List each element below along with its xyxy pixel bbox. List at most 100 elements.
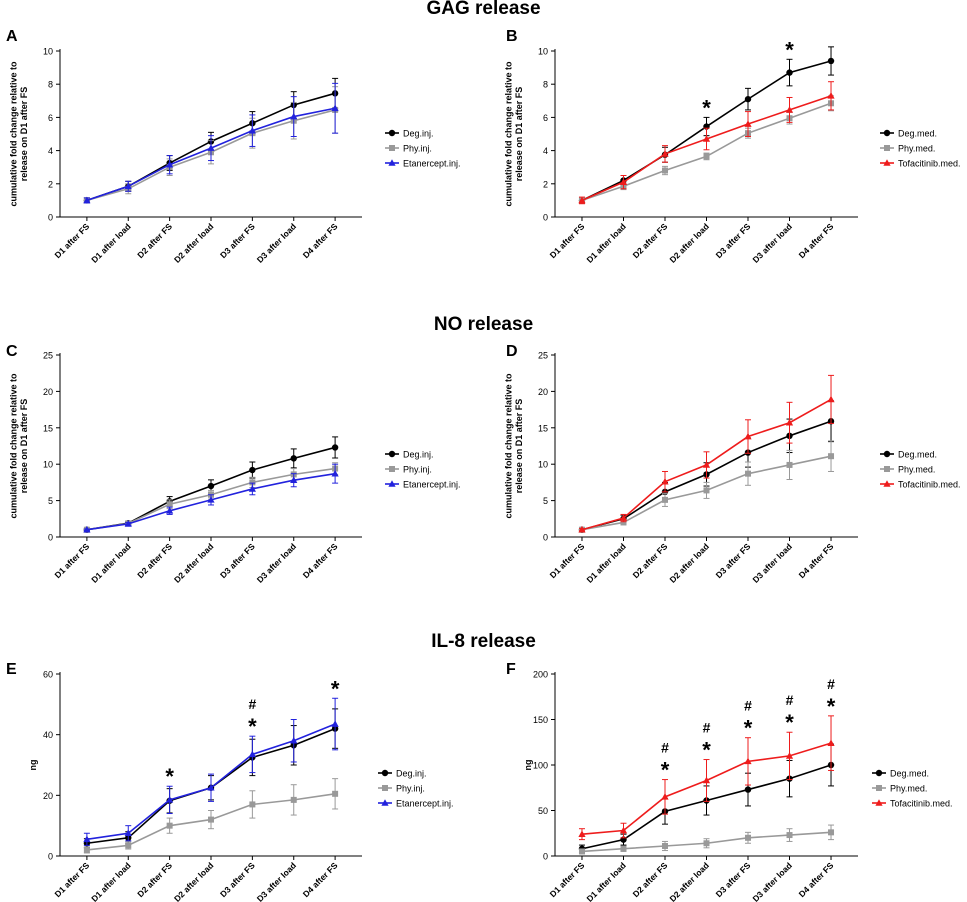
data-point — [744, 95, 752, 103]
data-point — [661, 150, 669, 157]
x-tick-label-c: D3 after load — [255, 541, 298, 584]
legend-marker — [382, 785, 388, 791]
section-title-il8: IL-8 release — [431, 631, 536, 652]
data-point — [827, 92, 835, 99]
panel-letter-d: D — [506, 343, 518, 360]
data-point — [744, 757, 752, 765]
x-tick-label-d: D2 after load — [667, 541, 710, 584]
y-tick-label-b: 4 — [543, 146, 548, 156]
data-point — [785, 106, 794, 113]
y-tick-label-b: 2 — [543, 179, 548, 189]
data-point — [207, 496, 215, 503]
legend-label: Tofacitinib.med. — [898, 159, 961, 169]
x-tick-label-e: D2 after load — [172, 860, 215, 902]
y-tick-label-d: 0 — [543, 533, 548, 543]
y-tick-label-d: 15 — [538, 423, 548, 433]
legend-label: Etanercept.inj. — [403, 480, 461, 490]
data-point — [578, 196, 586, 204]
significance-star: * — [702, 95, 711, 120]
y-tick-label-e: 20 — [43, 791, 53, 801]
data-point — [744, 120, 752, 127]
x-tick-label-e: D1 after load — [89, 860, 132, 902]
data-point — [827, 395, 835, 403]
series-d-2 — [578, 374, 835, 533]
significance-star: * — [785, 710, 794, 735]
x-tick-label-a: D1 after FS — [53, 221, 92, 260]
x-tick-label-b: D1 after load — [584, 221, 627, 264]
legend-a: Deg.inj. Phy.inj. Etanercept.inj. — [385, 129, 461, 169]
data-point — [702, 776, 711, 784]
data-point — [578, 848, 585, 855]
significance-star: * — [702, 738, 711, 763]
significance-hash: # — [744, 698, 752, 714]
significance-star: * — [785, 37, 794, 62]
y-axis-label-c: cumulative fold change relative toreleas… — [9, 373, 29, 519]
legend-label: Deg.inj. — [403, 450, 434, 460]
data-point — [786, 69, 793, 76]
section-title-no: NO release — [433, 314, 534, 335]
data-point — [828, 829, 835, 836]
legend-marker — [381, 799, 389, 806]
panel-c: C 0 5 10 15 20 25 cumulative fold change relati… — [6, 343, 461, 585]
x-tick-label-f: D2 after FS — [631, 860, 670, 899]
x-tick-label-d: D3 after FS — [714, 541, 753, 580]
x-tick-label-c: D3 after FS — [218, 541, 257, 580]
significance-hash: # — [703, 720, 711, 736]
series-f-2 — [578, 715, 835, 841]
data-point — [331, 444, 339, 451]
data-point — [208, 816, 214, 823]
data-point — [745, 834, 752, 841]
legend-marker — [875, 769, 883, 777]
data-point — [166, 796, 174, 803]
legend-label: Deg.inj. — [396, 769, 427, 779]
x-tick-label-a: D2 after load — [172, 221, 215, 264]
y-tick-label-f: 50 — [538, 806, 548, 816]
x-tick-label-f: D4 after FS — [797, 860, 836, 899]
y-tick-label-f: 150 — [533, 715, 548, 725]
data-point — [620, 845, 627, 852]
legend-marker — [875, 799, 883, 806]
data-point — [248, 126, 256, 134]
legend-label: Deg.inj. — [403, 129, 434, 139]
legend-marker — [388, 159, 396, 166]
legend-label: Deg.med. — [890, 769, 929, 779]
data-point — [83, 846, 90, 853]
y-tick-label-c: 15 — [43, 423, 53, 433]
x-tick-label-a: D3 after FS — [218, 221, 257, 260]
data-point — [619, 178, 628, 185]
data-point — [290, 796, 297, 803]
series-c-0 — [83, 436, 339, 533]
data-point — [290, 736, 298, 744]
legend-label: Etanercept.inj. — [403, 159, 461, 169]
y-tick-label-a: 6 — [48, 113, 53, 123]
x-tick-label-b: D3 after load — [750, 221, 793, 264]
y-axis-label-e: ng — [28, 760, 38, 771]
y-tick-label-f: 100 — [533, 761, 548, 771]
y-axis-label-d: cumulative fold change relative toreleas… — [504, 373, 524, 519]
data-point — [744, 432, 752, 440]
legend-label: Phy.med. — [898, 465, 935, 475]
data-point — [703, 487, 710, 494]
data-point — [620, 519, 627, 526]
panel-d: D 0 5 10 15 20 25 cumulative fold change relati… — [504, 343, 961, 585]
data-point — [703, 153, 710, 160]
x-tick-label-b: D4 after FS — [797, 221, 836, 260]
panel-letter-e: E — [6, 661, 17, 678]
data-point — [248, 750, 256, 758]
significance-star: * — [165, 764, 174, 789]
significance-star: * — [744, 716, 753, 741]
y-tick-label-c: 10 — [43, 460, 53, 470]
y-tick-label-d: 20 — [538, 387, 548, 397]
legend-c: Deg.inj. Phy.inj. Etanercept.inj. — [385, 450, 461, 490]
series-f-1 — [578, 824, 835, 855]
x-tick-label-f: D1 after load — [584, 860, 627, 902]
y-tick-label-c: 20 — [43, 387, 53, 397]
y-axis-label-a: cumulative fold change relative toreleas… — [9, 61, 29, 207]
legend-f: Deg.med. Phy.med. Tofacitinib.med. — [872, 769, 953, 809]
data-point — [661, 167, 668, 174]
y-tick-label-d: 5 — [543, 496, 548, 506]
legend-marker — [381, 769, 389, 777]
x-tick-label-b: D2 after FS — [631, 221, 670, 260]
